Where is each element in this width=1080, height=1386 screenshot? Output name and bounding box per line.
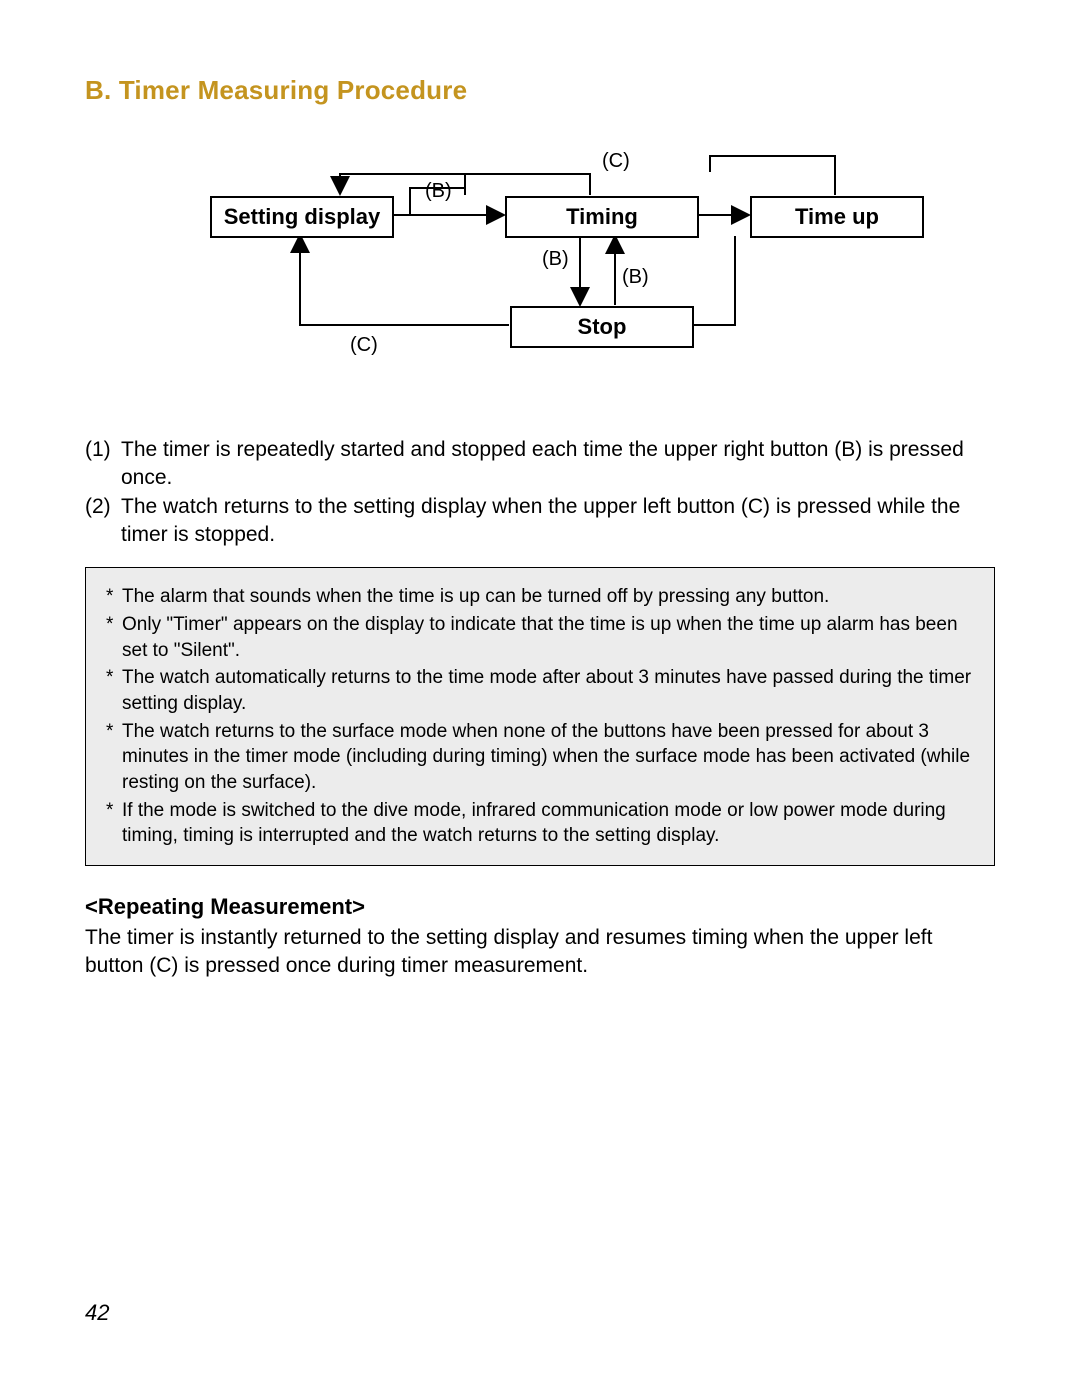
note-item: * The watch returns to the surface mode … (106, 719, 974, 796)
item-number: (1) (85, 436, 121, 493)
section-title: B. Timer Measuring Procedure (85, 75, 995, 106)
note-text: If the mode is switched to the dive mode… (122, 798, 974, 849)
numbered-item: (2) The watch returns to the setting dis… (85, 493, 995, 550)
edge-label-c-left: (C) (350, 334, 378, 357)
node-label: Time up (795, 204, 879, 230)
node-label: Setting display (224, 204, 380, 230)
note-item: * If the mode is switched to the dive mo… (106, 798, 974, 849)
sub-heading: <Repeating Measurement> (85, 894, 995, 920)
node-label: Timing (566, 204, 638, 230)
bullet-star: * (106, 665, 122, 716)
note-item: * The alarm that sounds when the time is… (106, 584, 974, 610)
flow-diagram: Setting display Timing Time up Stop (B) … (150, 136, 930, 396)
flow-edges (150, 136, 930, 396)
bullet-star: * (106, 584, 122, 610)
page-number: 42 (85, 1300, 109, 1326)
page: B. Timer Measuring Procedure (0, 0, 1080, 1386)
node-setting-display: Setting display (210, 196, 394, 238)
item-text: The timer is repeatedly started and stop… (121, 436, 995, 493)
note-box: * The alarm that sounds when the time is… (85, 567, 995, 865)
note-text: The alarm that sounds when the time is u… (122, 584, 974, 610)
item-text: The watch returns to the setting display… (121, 493, 995, 550)
item-number: (2) (85, 493, 121, 550)
note-item: * Only "Timer" appears on the display to… (106, 612, 974, 663)
bullet-star: * (106, 612, 122, 663)
numbered-item: (1) The timer is repeatedly started and … (85, 436, 995, 493)
node-timing: Timing (505, 196, 699, 238)
bullet-star: * (106, 719, 122, 796)
edge-label-c-top: (C) (602, 150, 630, 173)
note-text: The watch automatically returns to the t… (122, 665, 974, 716)
bullet-star: * (106, 798, 122, 849)
node-time-up: Time up (750, 196, 924, 238)
numbered-list: (1) The timer is repeatedly started and … (85, 436, 995, 549)
node-label: Stop (578, 314, 627, 340)
edge-label-b1: (B) (425, 180, 452, 203)
note-text: The watch returns to the surface mode wh… (122, 719, 974, 796)
sub-paragraph: The timer is instantly returned to the s… (85, 924, 995, 981)
note-text: Only "Timer" appears on the display to i… (122, 612, 974, 663)
edge-label-b-up: (B) (622, 266, 649, 289)
note-item: * The watch automatically returns to the… (106, 665, 974, 716)
node-stop: Stop (510, 306, 694, 348)
edge-label-b-down: (B) (542, 248, 569, 271)
